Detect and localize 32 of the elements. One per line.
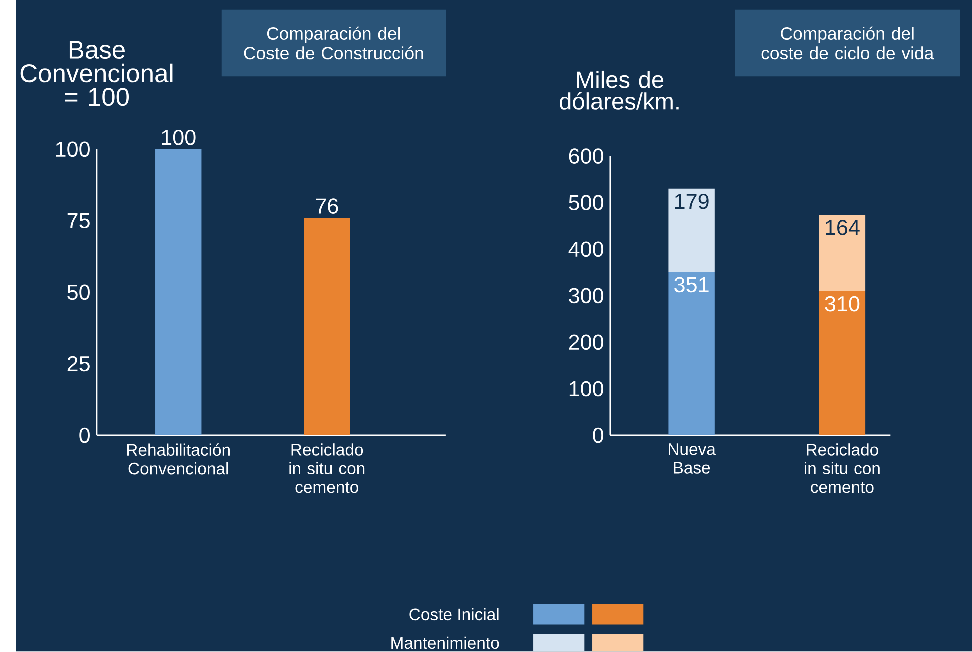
x-tick-label: Nueva Base [669, 444, 716, 474]
y-axis-title: Base Convencional = 100 [20, 41, 173, 106]
chart-title: Comparación del coste de ciclo de vida [762, 26, 934, 60]
data-label: 100 [162, 130, 196, 146]
chart-title: Comparación del Coste de Construcción [244, 26, 424, 60]
y-tick-label: 400 [568, 242, 604, 258]
bar [819, 215, 866, 292]
data-label: 310 [825, 296, 860, 312]
data-label: 164 [826, 220, 860, 236]
y-axis-title: Miles de dólares/km. [560, 71, 679, 110]
y-tick-label: 50 [68, 284, 90, 300]
y-tick-label: 600 [569, 148, 604, 164]
y-tick-label: 100 [570, 381, 604, 397]
data-label: 351 [674, 277, 709, 293]
legend-label: Mantenimiento [392, 636, 500, 650]
data-label: 179 [675, 194, 709, 210]
y-tick-label: 300 [569, 288, 604, 304]
x-tick-label: Rehabilitación Convencional [127, 444, 230, 475]
legend-label: Coste Inicial [410, 608, 499, 621]
bar [668, 272, 715, 436]
x-tick-label: Reciclado in situ con cemento [805, 444, 880, 494]
x-tick-label: Reciclado in situ con cemento [290, 444, 365, 494]
y-tick-label: 100 [56, 142, 90, 158]
bar [668, 188, 715, 272]
data-label: 76 [316, 198, 338, 214]
y-tick-label: 500 [569, 195, 604, 211]
y-tick-label: 200 [569, 334, 604, 350]
y-tick-label: 25 [68, 356, 90, 372]
y-tick-label: 0 [593, 428, 604, 444]
bar [819, 291, 866, 436]
y-tick-label: 0 [80, 428, 90, 444]
y-tick-label: 75 [68, 214, 90, 229]
